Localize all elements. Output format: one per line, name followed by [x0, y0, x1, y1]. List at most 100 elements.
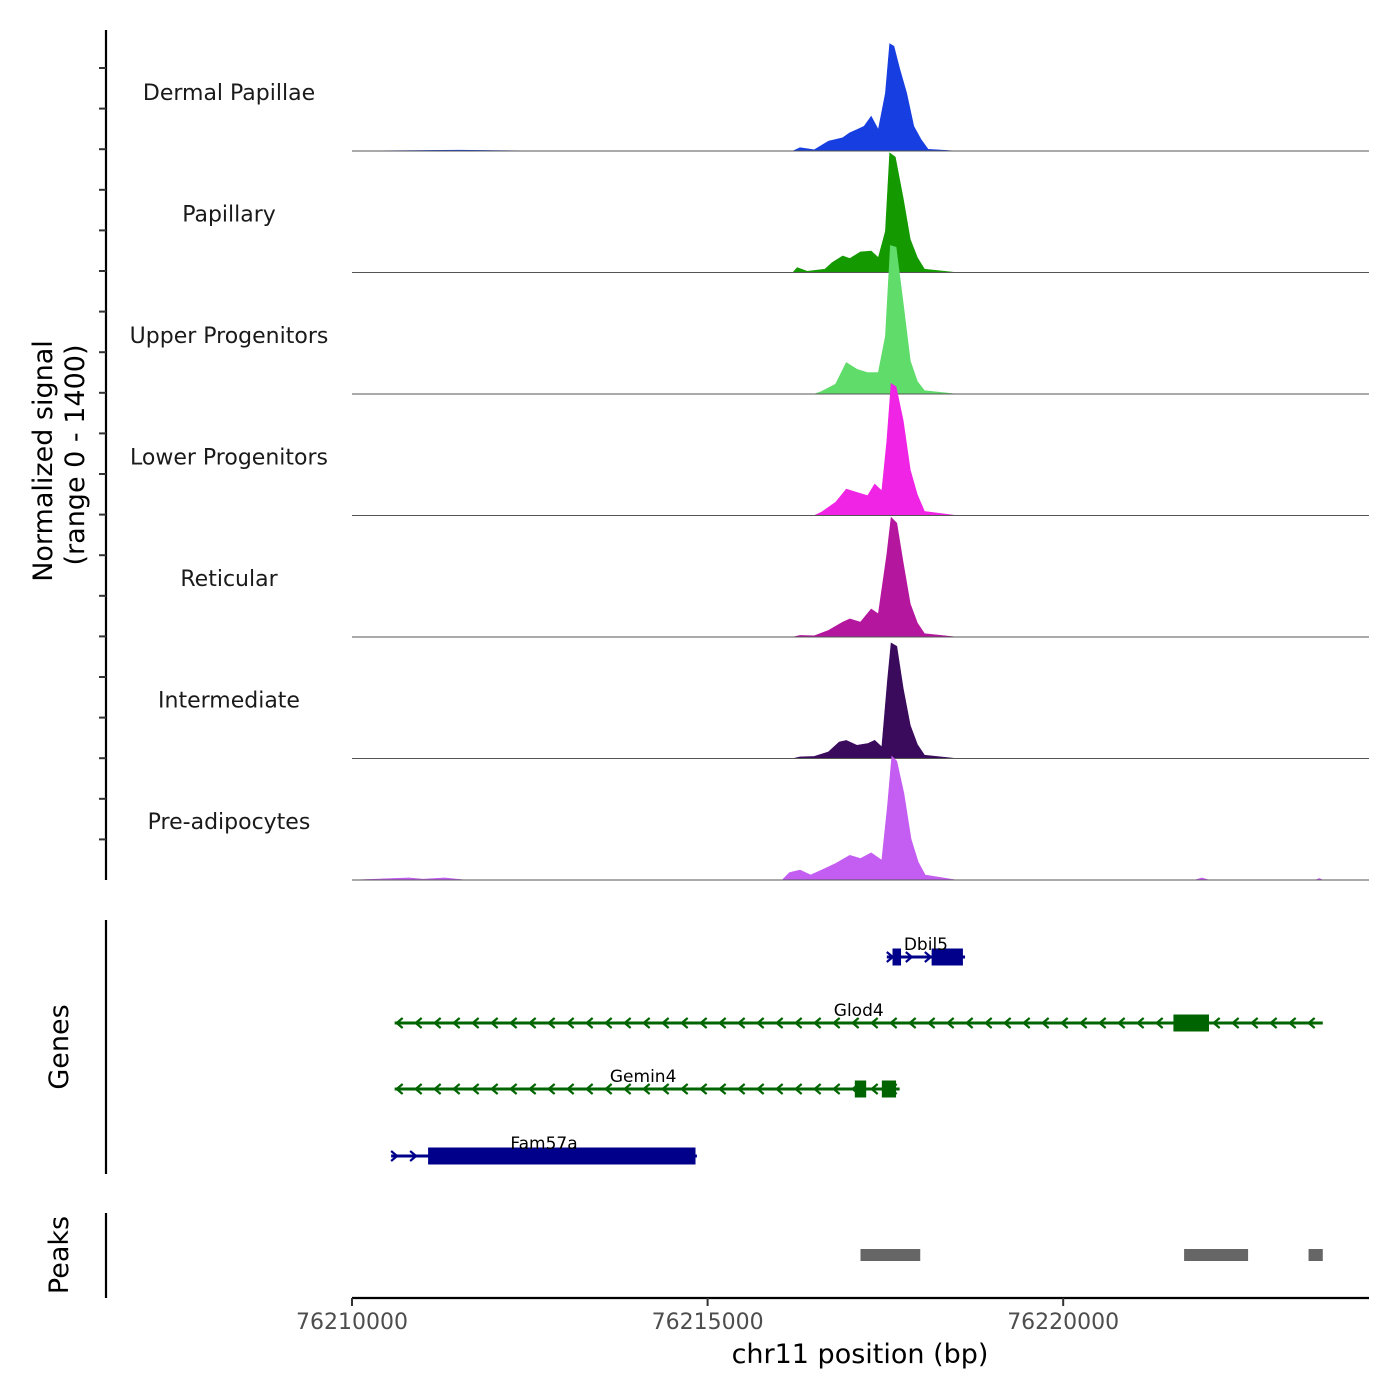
x-tick-label: 76210000 — [296, 1310, 408, 1335]
strand-arrow — [850, 1017, 860, 1029]
strand-arrow — [698, 1017, 708, 1029]
coverage-area-lower-progenitors — [352, 382, 1369, 516]
coverage-y-ticks — [99, 67, 106, 841]
track-label: Dermal Papillae — [143, 81, 315, 106]
gene-exon — [892, 948, 902, 966]
x-tick-label: 76220000 — [1007, 1310, 1119, 1335]
strand-arrow — [774, 1017, 784, 1029]
coverage-area-intermediate — [352, 642, 1369, 759]
gene-dbil5: Dbil5 — [886, 935, 966, 966]
strand-arrow — [565, 1083, 575, 1095]
strand-arrow — [905, 951, 914, 963]
coverage-tracks: Dermal Papillae Papillary Upper Progenitor… — [130, 43, 1369, 881]
strand-arrow — [869, 1017, 879, 1029]
strand-arrow — [793, 1083, 803, 1095]
strand-arrow — [1154, 1017, 1164, 1029]
gene-fam57a: Fam57a — [390, 1134, 697, 1165]
strand-arrow — [869, 1083, 879, 1095]
peaks-axis-title: Peaks — [44, 1216, 75, 1294]
strand-arrow — [926, 1017, 936, 1029]
strand-arrow — [527, 1017, 537, 1029]
strand-arrow — [736, 1017, 746, 1029]
track-label: Pre-adipocytes — [148, 810, 311, 835]
strand-arrow — [432, 1083, 442, 1095]
strand-arrow — [812, 1083, 822, 1095]
strand-arrow — [1021, 1017, 1031, 1029]
strand-arrow — [755, 1017, 765, 1029]
strand-arrow — [622, 1083, 632, 1095]
strand-arrow — [394, 1017, 404, 1029]
strand-arrow — [1002, 1017, 1012, 1029]
strand-arrow — [622, 1017, 632, 1029]
strand-arrow — [831, 1083, 841, 1095]
strand-arrow — [641, 1017, 651, 1029]
strand-arrow — [660, 1083, 670, 1095]
track-reticular: Reticular — [180, 516, 1369, 638]
coverage-area-upper-progenitors — [352, 245, 1369, 395]
strand-arrow — [470, 1083, 480, 1095]
strand-arrow — [565, 1017, 575, 1029]
strand-arrow — [508, 1017, 518, 1029]
strand-arrow — [394, 1083, 404, 1095]
track-papillary: Papillary — [182, 152, 1369, 273]
strand-arrow — [1306, 1017, 1316, 1029]
strand-arrow — [888, 1017, 898, 1029]
strand-arrow — [546, 1083, 556, 1095]
coverage-area-dermal-papillae — [351, 43, 1369, 152]
coverage-area-papillary — [352, 152, 1369, 273]
strand-arrow — [603, 1017, 613, 1029]
strand-arrow — [413, 1017, 423, 1029]
genes-panel: Genes Dbil5 Glod4 Gemin4 Fam57a — [44, 920, 1323, 1174]
strand-arrow — [489, 1083, 499, 1095]
peaks-panel: Peaks — [44, 1213, 1323, 1298]
strand-arrow — [831, 1017, 841, 1029]
strand-arrow — [755, 1083, 765, 1095]
gene-exon — [428, 1147, 696, 1165]
peak-range — [860, 1249, 921, 1261]
strand-arrow — [924, 951, 933, 963]
track-upper-progenitors: Upper Progenitors — [130, 245, 1369, 395]
coverage-y-axis-title-line2: (range 0 - 1400) — [60, 345, 91, 566]
strand-arrow — [584, 1083, 594, 1095]
coverage-area-pre-adipocytes — [351, 755, 1369, 881]
track-label: Lower Progenitors — [130, 446, 328, 471]
strand-arrow — [1249, 1017, 1259, 1029]
strand-arrow — [945, 1017, 955, 1029]
strand-arrow — [451, 1017, 461, 1029]
strand-arrow — [983, 1017, 993, 1029]
strand-arrow — [1230, 1017, 1240, 1029]
gene-exon — [881, 1080, 897, 1098]
strand-arrow — [508, 1083, 518, 1095]
strand-arrow — [1268, 1017, 1278, 1029]
gene-label: Fam57a — [510, 1134, 577, 1154]
strand-arrow — [413, 1083, 423, 1095]
strand-arrow — [907, 1017, 917, 1029]
track-pre-adipocytes: Pre-adipocytes — [148, 755, 1369, 881]
gene-annotations: Dbil5 Glod4 Gemin4 Fam57a — [390, 935, 1323, 1165]
strand-arrow — [679, 1017, 689, 1029]
coverage-area-reticular — [352, 516, 1369, 638]
strand-arrow — [698, 1083, 708, 1095]
strand-arrow — [812, 1017, 822, 1029]
strand-arrow — [390, 1150, 399, 1162]
track-label: Reticular — [180, 567, 278, 592]
track-intermediate: Intermediate — [158, 642, 1369, 759]
strand-arrow — [964, 1017, 974, 1029]
x-tick-label: 76215000 — [652, 1310, 764, 1335]
strand-arrow — [584, 1017, 594, 1029]
gene-label: Glod4 — [834, 1001, 884, 1021]
track-label: Upper Progenitors — [130, 324, 329, 349]
strand-arrow — [527, 1083, 537, 1095]
coverage-y-axis-title-line1: Normalized signal — [28, 340, 59, 582]
strand-arrow — [1040, 1017, 1050, 1029]
gene-glod4: Glod4 — [394, 1001, 1323, 1032]
strand-arrow — [793, 1017, 803, 1029]
x-axis: 76210000 76215000 76220000 chr11 position … — [296, 1296, 1369, 1370]
strand-arrow — [736, 1083, 746, 1095]
strand-arrow — [679, 1083, 689, 1095]
strand-arrow — [660, 1017, 670, 1029]
x-axis-title: chr11 position (bp) — [732, 1339, 989, 1370]
strand-arrow — [1116, 1017, 1126, 1029]
track-dermal-papillae: Dermal Papillae — [143, 43, 1369, 152]
strand-arrow — [451, 1083, 461, 1095]
